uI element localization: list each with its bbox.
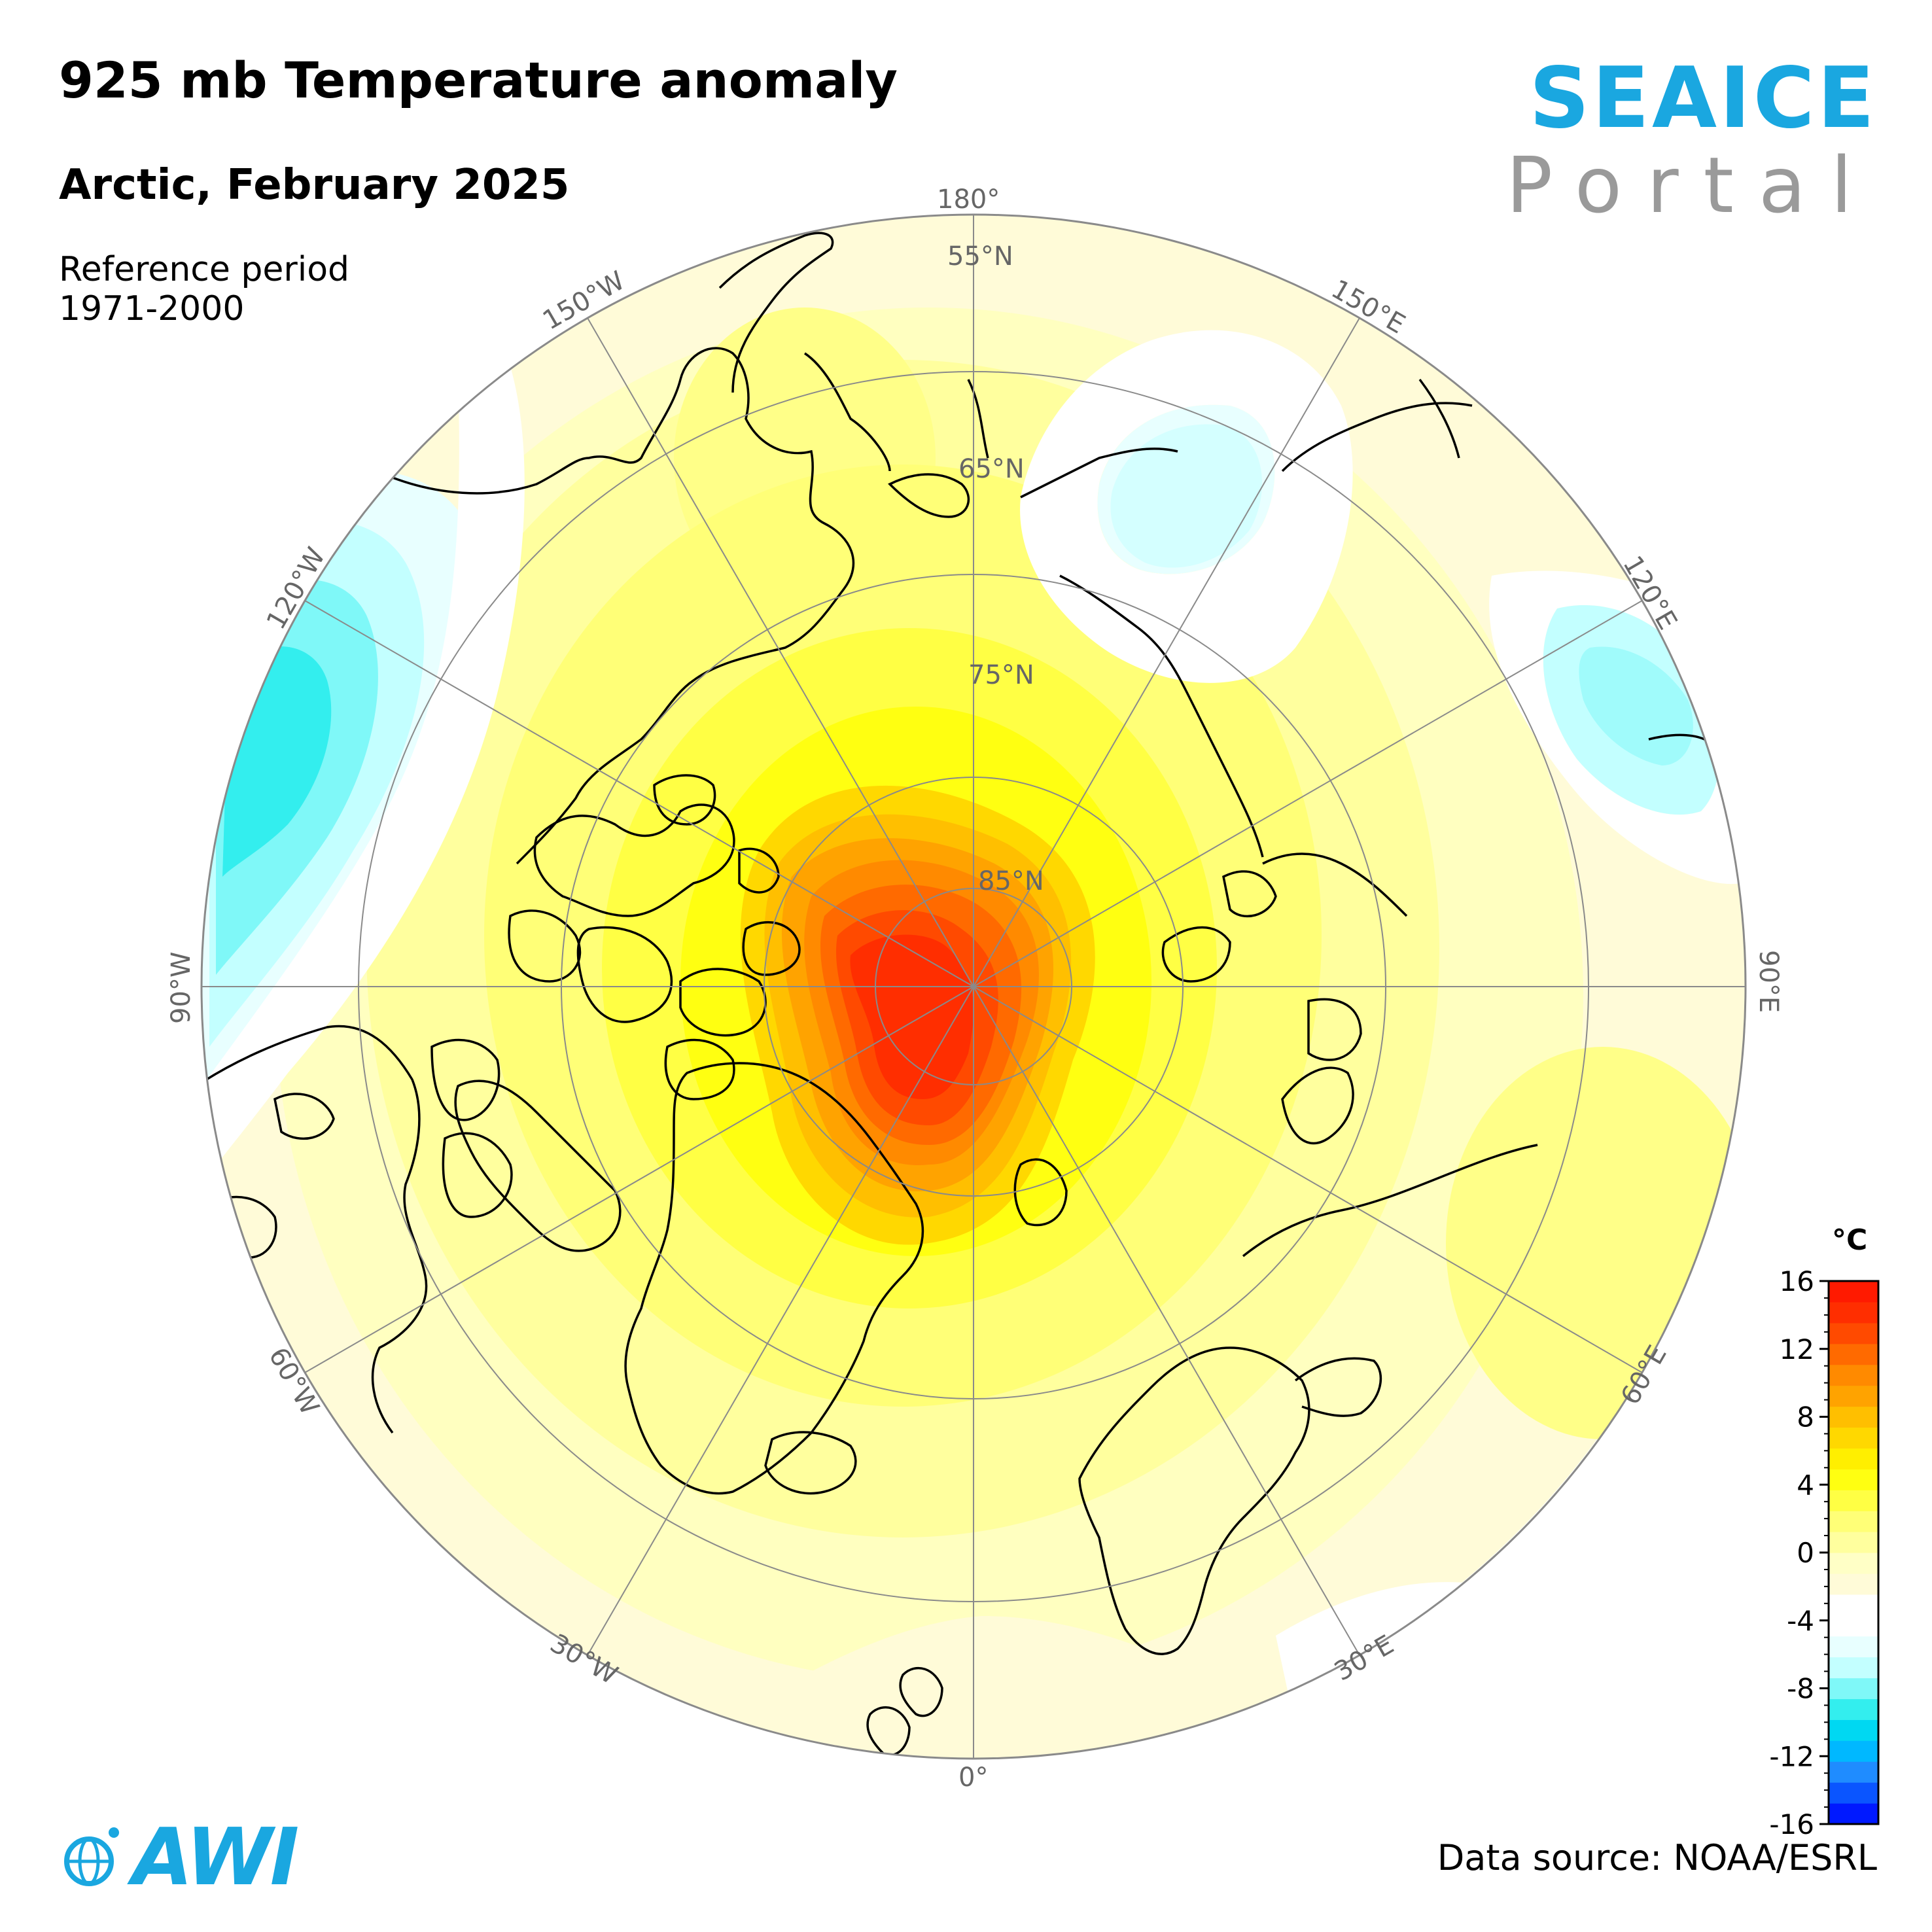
colorbar-swatch [1829,1490,1878,1511]
colorbar-swatch [1829,1427,1878,1449]
seaice-brand: SEAICE [1529,50,1877,147]
lon-label-0: 0° [958,1763,988,1793]
colorbar-swatch [1829,1301,1878,1324]
colorbar-swatch [1829,1615,1878,1637]
colorbar-swatch [1829,1698,1878,1720]
colorbar-swatch [1829,1532,1878,1553]
colorbar-ticks: 16 12 8 4 0 -4 -8 -12 -16 [1769,1265,1829,1840]
colorbar-tick-label: 12 [1780,1333,1814,1365]
colorbar-swatch [1829,1740,1878,1762]
portal-brand: Portal [1505,140,1877,230]
lon-label-180: 180° [937,184,1000,215]
colorbar-swatch [1829,1364,1878,1386]
colorbar-tick-label: -12 [1769,1740,1814,1772]
data-source: Data source: NOAA/ESRL [1437,1837,1877,1878]
graticule [200,213,1747,1760]
colorbar-swatch [1829,1406,1878,1428]
colorbar-tick-label: 4 [1797,1469,1814,1501]
awi-logo-text: AWI [132,1812,299,1903]
colorbar-swatch [1829,1573,1878,1595]
colorbar-swatch [1829,1803,1878,1825]
colorbar-swatch [1829,1761,1878,1783]
colorbar-swatch [1829,1281,1878,1303]
colorbar-tick-label: -16 [1769,1808,1814,1840]
chart-title: 925 mb Temperature anomaly [59,51,898,109]
colorbar-swatch [1829,1343,1878,1365]
reference-years: 1971-2000 [59,289,245,328]
colorbar-swatch [1829,1636,1878,1658]
lat-label-75: 75°N [968,660,1034,690]
colorbar-swatch [1829,1385,1878,1407]
colorbar-tick-label: 16 [1780,1265,1814,1297]
anomaly-field [202,215,1746,1759]
colorbar-unit: °C [1832,1223,1867,1257]
colorbar-swatch [1829,1448,1878,1469]
colorbar-tick-label: 8 [1797,1401,1814,1433]
lat-label-85: 85°N [978,866,1044,896]
colorbar-swatch [1829,1677,1878,1700]
lon-label-90e: 90°E [1753,950,1783,1013]
awi-logo: AWI [56,1812,299,1903]
reference-label: Reference period [59,250,350,289]
colorbar-tick-label: -4 [1787,1605,1814,1637]
coastlines [202,232,1715,1757]
colorbar-tick-label: -8 [1787,1673,1814,1705]
colorbar-swatch [1829,1657,1878,1679]
colorbar-swatch [1829,1594,1878,1616]
colorbar-swatch [1829,1782,1878,1804]
colorbar-swatch [1829,1469,1878,1490]
lat-label-55: 55°N [947,241,1013,272]
chart-subtitle: Arctic, February 2025 [59,161,570,209]
lon-label-90w: 90°W [166,952,196,1024]
colorbar-swatch [1829,1322,1878,1344]
globe-icon [64,1827,119,1886]
colorbar-swatches [1829,1281,1878,1825]
colorbar-swatch [1829,1511,1878,1532]
colorbar-swatch [1829,1553,1878,1574]
lat-label-65: 65°N [958,454,1025,484]
colorbar-tick-label: 0 [1797,1537,1814,1569]
colorbar-swatch [1829,1719,1878,1741]
reference-period: Reference period 1971-2000 [59,250,349,328]
